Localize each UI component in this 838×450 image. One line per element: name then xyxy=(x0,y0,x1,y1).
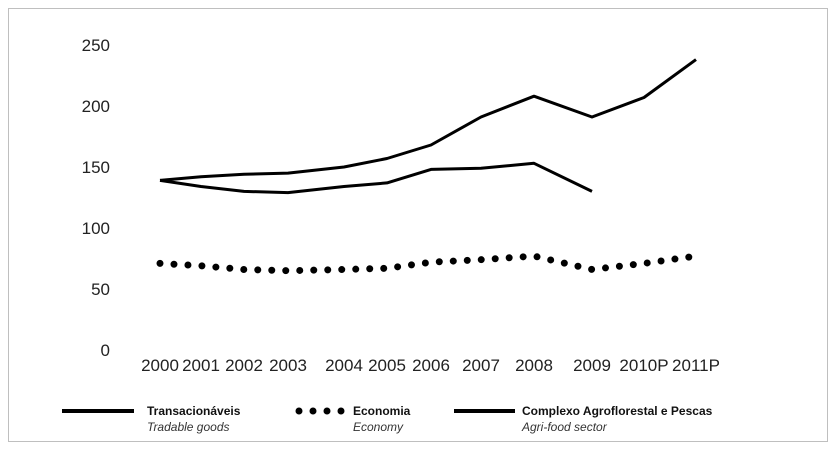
x-tick-label: 2011P xyxy=(672,356,720,375)
x-tick-label: 2000 xyxy=(141,356,179,375)
series-line-agrifood xyxy=(159,161,593,195)
y-tick-label: 100 xyxy=(82,219,110,238)
y-tick-label: 0 xyxy=(101,341,110,360)
x-tick-label: 2002 xyxy=(225,356,263,375)
legend-label-economy: Economia xyxy=(353,404,411,418)
legend-sublabel-economy: Economy xyxy=(353,420,404,434)
legend-sublabel-tradable: Tradable goods xyxy=(147,420,230,434)
x-tick-label: 2004 xyxy=(325,356,363,375)
series-line-tradable xyxy=(159,58,697,182)
x-tick-label: 2005 xyxy=(368,356,406,375)
x-tick-label: 2010P xyxy=(619,356,668,375)
chart-frame xyxy=(8,8,828,442)
x-tick-label: 2008 xyxy=(515,356,553,375)
x-tick-label: 2001 xyxy=(182,356,220,375)
legend: Transacionáveis Tradable goods Economia … xyxy=(62,404,713,434)
legend-sublabel-agrifood: Agri-food sector xyxy=(521,420,608,434)
legend-label-tradable: Transacionáveis xyxy=(147,404,241,418)
legend-item-tradable: Transacionáveis Tradable goods xyxy=(62,404,241,434)
x-tick-label: 2006 xyxy=(412,356,450,375)
series-line-economy xyxy=(156,252,700,275)
x-axis-ticks: 2000 2001 2002 2003 2004 2005 2006 2007 2008 2009… xyxy=(141,356,720,375)
y-tick-label: 200 xyxy=(82,97,110,116)
legend-item-agrifood: Complexo Agroflorestal e Pescas Agri-foo… xyxy=(454,404,713,434)
x-tick-label: 2007 xyxy=(462,356,500,375)
legend-label-agrifood: Complexo Agroflorestal e Pescas xyxy=(522,404,713,418)
y-tick-label: 50 xyxy=(91,280,110,299)
x-tick-label: 2009 xyxy=(573,356,611,375)
legend-item-economy: Economia Economy xyxy=(295,404,411,434)
y-tick-label: 250 xyxy=(82,36,110,55)
y-tick-label: 150 xyxy=(82,158,110,177)
series-lines xyxy=(156,58,700,275)
x-tick-label: 2003 xyxy=(269,356,307,375)
y-axis-ticks: 0 50 100 150 200 250 xyxy=(82,36,110,360)
